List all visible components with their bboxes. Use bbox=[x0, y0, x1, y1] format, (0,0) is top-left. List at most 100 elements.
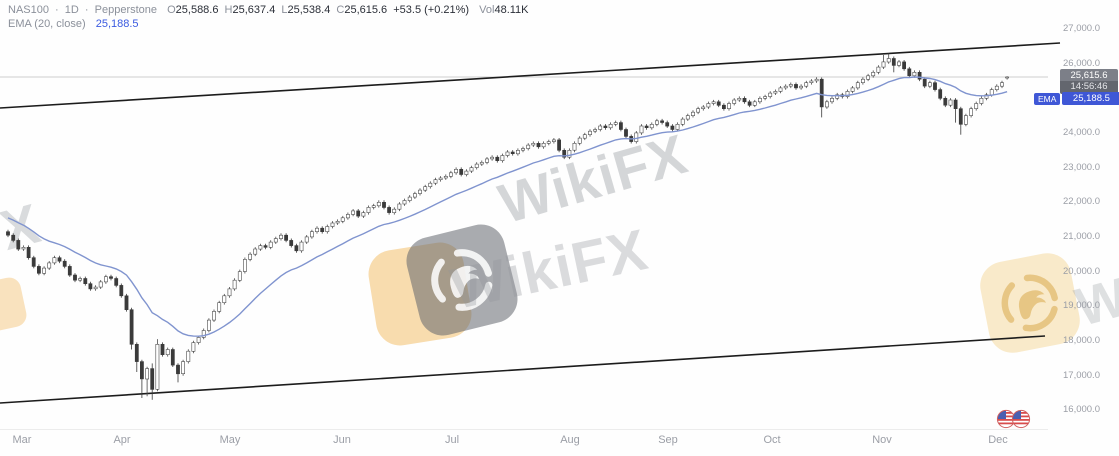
candle bbox=[170, 347, 175, 367]
candle bbox=[830, 96, 834, 104]
candle bbox=[969, 106, 974, 118]
ema-price-tag: EMA 25,188.5 bbox=[1034, 92, 1119, 106]
candle bbox=[335, 219, 340, 225]
candle bbox=[140, 359, 144, 398]
candle bbox=[994, 84, 999, 92]
ema-line[interactable] bbox=[7, 76, 1008, 337]
candle bbox=[577, 136, 582, 146]
indicator-legend-row[interactable]: EMA (20, close) 25,188.5 bbox=[8, 18, 529, 32]
candle bbox=[737, 96, 742, 102]
candle bbox=[340, 215, 345, 224]
candle bbox=[62, 259, 67, 269]
candle bbox=[660, 118, 665, 125]
candle bbox=[598, 124, 603, 132]
candle bbox=[768, 91, 773, 99]
candle bbox=[248, 252, 253, 262]
candle bbox=[747, 99, 752, 108]
candle bbox=[191, 340, 196, 354]
candle bbox=[129, 307, 134, 350]
candle bbox=[397, 202, 402, 212]
candle bbox=[799, 84, 804, 90]
candle bbox=[706, 101, 711, 109]
candle bbox=[685, 113, 690, 121]
candle bbox=[624, 127, 628, 139]
price-axis-label: 21,000.0 bbox=[1063, 230, 1100, 242]
candle bbox=[258, 243, 263, 251]
candle bbox=[814, 77, 819, 83]
candle bbox=[16, 238, 21, 251]
candle bbox=[526, 143, 531, 151]
candle bbox=[114, 276, 119, 288]
candle bbox=[201, 328, 206, 340]
channel-lower[interactable] bbox=[0, 335, 1046, 404]
candle bbox=[428, 181, 433, 189]
candle bbox=[670, 124, 675, 132]
price-axis-label: 23,000.0 bbox=[1063, 161, 1100, 173]
candle bbox=[495, 155, 500, 163]
candle bbox=[711, 99, 716, 106]
low-value: 25,538.4 bbox=[287, 4, 331, 16]
close-value: 25,615.6 bbox=[344, 4, 388, 16]
high-label: H bbox=[224, 4, 233, 16]
candle bbox=[696, 106, 701, 115]
time-axis-label: Mar bbox=[12, 434, 32, 446]
candle bbox=[320, 226, 325, 234]
candle bbox=[505, 150, 510, 158]
candle bbox=[855, 80, 860, 90]
candle bbox=[73, 273, 77, 283]
time-axis-label: Apr bbox=[113, 434, 131, 446]
candle bbox=[42, 266, 47, 276]
time-axis[interactable]: Mar Apr May Jun Jul Aug Sep Oct Nov Dec bbox=[0, 429, 1048, 456]
low-label: L bbox=[281, 4, 288, 16]
candle bbox=[438, 176, 443, 182]
candle bbox=[279, 233, 283, 241]
price-axis-label: 26,000.0 bbox=[1063, 57, 1100, 69]
candle-series[interactable] bbox=[6, 53, 1010, 400]
provider-name: Pepperstone bbox=[94, 4, 158, 16]
candle bbox=[21, 245, 26, 251]
candle bbox=[479, 160, 484, 166]
candle bbox=[773, 89, 778, 95]
candle bbox=[490, 155, 495, 161]
candle bbox=[304, 235, 309, 244]
candle bbox=[124, 293, 129, 312]
time-axis-label: Sep bbox=[658, 434, 678, 446]
ema-badge: EMA bbox=[1034, 92, 1061, 105]
candle bbox=[134, 342, 139, 372]
candle bbox=[11, 233, 16, 243]
separator: · bbox=[84, 4, 89, 16]
last-price-tag: 25,615.6 14:56:46 bbox=[1060, 68, 1118, 94]
candle bbox=[778, 86, 783, 94]
price-axis[interactable]: 25,615.6 14:56:46 EMA 25,188.5 27,000.0 2… bbox=[1034, 0, 1119, 429]
candle bbox=[263, 243, 268, 250]
candle bbox=[155, 339, 160, 392]
open-label: O bbox=[167, 4, 176, 16]
candle bbox=[315, 226, 319, 234]
candle bbox=[186, 349, 191, 364]
symbol-legend-row[interactable]: NAS100 · 1D · Pepperstone O25,588.6 H25,… bbox=[8, 4, 529, 18]
candle bbox=[907, 66, 912, 78]
candle bbox=[232, 278, 237, 291]
time-axis-label: Dec bbox=[988, 434, 1008, 446]
candle bbox=[145, 366, 150, 397]
channel-upper[interactable] bbox=[0, 42, 1061, 109]
candle bbox=[680, 117, 685, 127]
candle bbox=[541, 141, 546, 149]
candle bbox=[433, 177, 438, 186]
candle bbox=[654, 118, 659, 127]
us-flag-pair-icon bbox=[996, 409, 1031, 429]
candle bbox=[613, 120, 618, 127]
candle bbox=[83, 276, 88, 286]
candle bbox=[958, 106, 963, 135]
candle bbox=[217, 300, 222, 314]
bar-countdown: 14:56:46 bbox=[1060, 81, 1118, 94]
candle bbox=[603, 124, 608, 130]
candle bbox=[93, 285, 98, 291]
high-value: 25,637.4 bbox=[232, 4, 276, 16]
candle bbox=[902, 60, 907, 71]
candle bbox=[634, 131, 639, 144]
candle bbox=[207, 318, 211, 333]
candle bbox=[716, 99, 721, 108]
candle bbox=[299, 240, 304, 253]
